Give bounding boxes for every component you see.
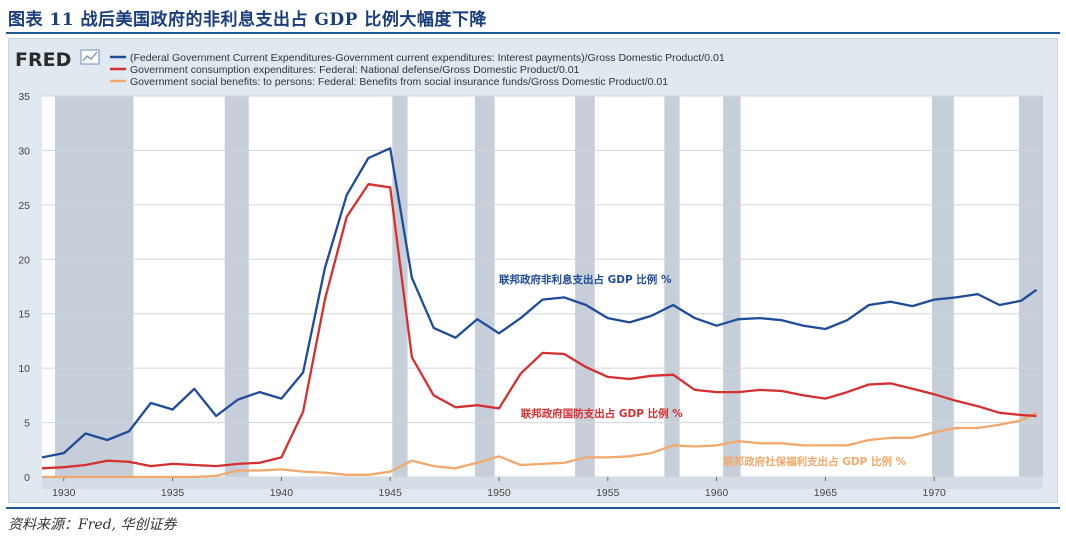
y-tick-label: 10 bbox=[18, 363, 30, 375]
y-tick-label: 5 bbox=[24, 418, 30, 430]
fred-line-chart-icon bbox=[80, 49, 100, 65]
top-rule bbox=[6, 32, 1060, 34]
x-tick-label: 1945 bbox=[378, 487, 402, 499]
x-tick-label: 1935 bbox=[161, 487, 185, 499]
recession-bar-2 bbox=[224, 96, 249, 477]
x-axis-ticks: 1930 1935 1940 1945 1950 1955 1960 1965 1970 bbox=[42, 477, 1043, 499]
legend: (Federal Government Current Expenditures… bbox=[110, 52, 725, 88]
series-annotation-1: 联邦政府非利息支出占 GDP 比例 % bbox=[499, 273, 672, 286]
y-tick-label: 0 bbox=[24, 472, 30, 484]
series-annotations: 联邦政府非利息支出占 GDP 比例 % 联邦政府国防支出占 GDP 比例 % 联邦政… bbox=[499, 273, 907, 468]
series-line-1 bbox=[41, 147, 1038, 459]
x-tick-label: 1960 bbox=[705, 487, 729, 499]
x-tick-label: 1955 bbox=[596, 487, 620, 499]
source-note: 资料来源：Fred, 华创证券 bbox=[8, 517, 177, 533]
series-line-2 bbox=[41, 183, 1037, 470]
fred-logo: FRED bbox=[15, 49, 100, 71]
y-tick-label: 20 bbox=[18, 254, 30, 266]
legend-label-1: (Federal Government Current Expenditures… bbox=[130, 52, 725, 64]
recession-bar-7 bbox=[723, 96, 741, 477]
fred-logo-text: FRED bbox=[15, 49, 71, 71]
y-axis-ticks: 0 5 10 15 20 25 30 35 bbox=[18, 91, 30, 484]
chart-panel: FRED (Federal Government Current Expendi… bbox=[8, 38, 1058, 503]
x-tick-label: 1930 bbox=[52, 487, 76, 499]
recession-shading bbox=[55, 96, 1043, 477]
x-tick-label: 1940 bbox=[270, 487, 294, 499]
x-axis-band bbox=[42, 477, 1043, 489]
recession-bar-4 bbox=[475, 96, 495, 477]
series-line-3 bbox=[42, 411, 1038, 479]
y-tick-label: 35 bbox=[18, 91, 30, 103]
legend-label-2: Government consumption expenditures: Fed… bbox=[130, 64, 580, 76]
x-tick-label: 1950 bbox=[487, 487, 511, 499]
recession-bar-1 bbox=[55, 96, 134, 477]
recession-bar-8 bbox=[932, 96, 954, 477]
plot-area bbox=[42, 96, 1043, 477]
x-tick-label: 1965 bbox=[814, 487, 838, 499]
series-annotation-2: 联邦政府国防支出占 GDP 比例 % bbox=[521, 407, 683, 420]
y-tick-label: 25 bbox=[18, 200, 30, 212]
bottom-rule bbox=[6, 507, 1060, 509]
series-lines bbox=[41, 147, 1038, 479]
legend-label-3: Government social benefits: to persons: … bbox=[130, 76, 668, 88]
y-tick-label: 30 bbox=[18, 145, 30, 157]
recession-bar-9 bbox=[1019, 96, 1043, 477]
figure-title: 图表 11 战后美国政府的非利息支出占 GDP 比例大幅度下降 bbox=[8, 10, 487, 30]
recession-bar-5 bbox=[575, 96, 595, 477]
series-annotation-3: 联邦政府社保福利支出占 GDP 比例 % bbox=[723, 455, 906, 468]
y-tick-label: 15 bbox=[18, 309, 30, 321]
recession-bar-6 bbox=[664, 96, 680, 477]
x-tick-label: 1970 bbox=[923, 487, 947, 499]
line-chart: FRED (Federal Government Current Expendi… bbox=[15, 49, 1043, 499]
recession-bar-3 bbox=[392, 96, 408, 477]
